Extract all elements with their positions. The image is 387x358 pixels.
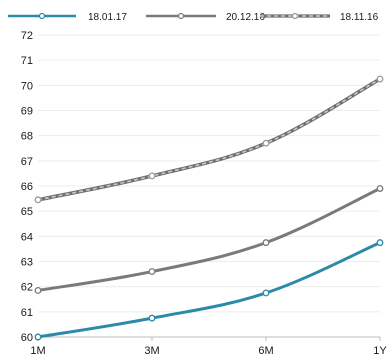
data-point [34, 286, 42, 294]
y-tick-label: 68 [21, 131, 33, 143]
y-tick-label: 61 [21, 307, 33, 319]
series-line [37, 187, 381, 292]
y-tick-label: 65 [21, 206, 33, 218]
legend-label: 18.11.16 [340, 12, 379, 23]
x-tick-label: 1Y [373, 345, 387, 357]
y-tick-label: 67 [21, 156, 33, 168]
series-line [37, 241, 381, 339]
y-tick-label: 60 [21, 332, 33, 344]
x-tick-label: 6M [258, 345, 273, 357]
y-tick-label: 62 [21, 282, 33, 294]
legend: 18.01.17 20.12.16 18.11.16 [8, 12, 379, 23]
series-2 [34, 185, 384, 294]
legend-marker [38, 12, 46, 20]
y-axis: 60 61 62 63 64 65 66 67 68 69 70 71 72 [21, 30, 33, 344]
series-line [37, 78, 381, 201]
data-point [262, 289, 270, 297]
series-1 [34, 239, 384, 341]
data-point [148, 172, 156, 180]
x-axis: 1M 3M 6M 1Y [30, 336, 387, 357]
legend-label: 18.01.17 [88, 12, 127, 23]
series-line-under [36, 77, 382, 202]
y-tick-label: 63 [21, 257, 33, 269]
legend-item-1: 18.01.17 [8, 12, 127, 23]
data-point [148, 268, 156, 276]
x-tick-label: 3M [144, 345, 159, 357]
data-point [34, 333, 42, 341]
data-point [148, 314, 156, 322]
data-point [262, 139, 270, 147]
y-tick-label: 69 [21, 106, 33, 118]
data-point [262, 239, 270, 247]
y-tick-label: 66 [21, 181, 33, 193]
data-point [376, 239, 384, 247]
y-tick-label: 72 [21, 30, 33, 42]
grid [38, 34, 380, 313]
legend-item-3: 18.11.16 [260, 12, 379, 23]
x-tick-label: 1M [30, 345, 45, 357]
data-point [376, 75, 384, 83]
series-3 [34, 75, 384, 204]
data-point [376, 185, 384, 192]
y-tick-label: 71 [21, 55, 33, 67]
legend-marker [291, 12, 299, 20]
legend-item-2: 20.12.16 [146, 12, 265, 23]
legend-marker [177, 12, 185, 20]
series-layer [34, 75, 384, 341]
legend-label: 20.12.16 [226, 12, 265, 23]
data-point [34, 196, 42, 204]
y-tick-label: 64 [21, 231, 33, 243]
y-tick-label: 70 [21, 80, 33, 92]
